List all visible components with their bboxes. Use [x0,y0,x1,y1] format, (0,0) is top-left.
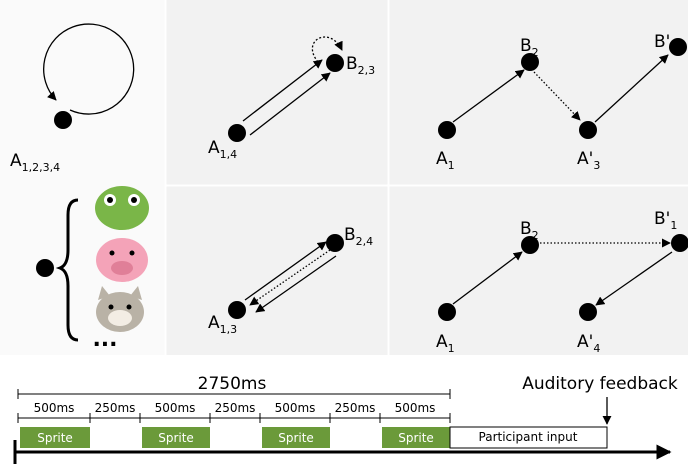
total-duration: 2750ms [198,374,267,394]
node-label: A'4 [577,332,600,355]
node-label: B2 [520,219,539,242]
segment-label: 250ms [215,401,256,415]
label-subscript: 3 [593,159,600,172]
segment-label: 500ms [155,401,196,415]
node-label: B2,4 [344,225,373,248]
nodes [36,38,688,321]
node-label: B2 [520,36,539,59]
label-base: A' [577,149,593,169]
node-label: A1,4 [208,138,237,161]
segment-label: 250ms [95,401,136,415]
segment-label: 500ms [34,401,75,415]
label-base: A [436,149,448,169]
label-base: A [208,313,220,333]
label-base: B [346,54,358,74]
node-label: A1 [436,332,455,355]
input-label: Participant input [479,430,578,444]
node-label: A1,2,3,4 [10,151,60,174]
label-subscript: 2,4 [356,235,374,248]
feedback-label: Auditory feedback [522,374,678,394]
sprite-box [262,427,330,448]
panels [166,0,688,355]
node-label: A1,3 [208,313,237,336]
sprite-box [382,427,450,448]
label-subscript: 1,3 [220,323,238,336]
node-labels: A1,2,3,4A1,4B2,3A1B2A'3B'1B2,4A1,3B2B'1A… [10,32,677,355]
label-subscript: 1,2,3,4 [22,161,60,174]
sprite-label: Sprite [278,431,314,445]
label-base: B' [654,209,670,229]
node-label: B2,3 [346,54,375,77]
label-base: B [520,36,532,56]
sprite-label: Sprite [398,431,434,445]
label-subscript: 2,3 [358,64,376,77]
animals [55,186,149,342]
label-base: B' [654,32,670,52]
label-base: A [208,138,220,158]
node-label: B'1 [654,209,677,232]
label-base: A' [577,332,593,352]
label-base: B [520,219,532,239]
sprite-box [142,427,210,448]
label-subscript: 2 [532,229,539,242]
segment-label: 500ms [395,401,436,415]
timeline: 2750ms Auditory feedback 500ms Sprite 250m… [13,374,678,464]
segment-label: 500ms [275,401,316,415]
segment-label: 250ms [335,401,376,415]
ellipsis: ... [92,327,117,352]
node-label: A'3 [577,149,600,172]
sprite-label: Sprite [158,431,194,445]
label-subscript: 1 [670,42,677,55]
arrows [43,23,673,313]
label-subscript: 1 [670,219,677,232]
sprite-box [20,427,90,448]
label-subscript: 1,4 [220,148,238,161]
label-base: A [10,151,22,171]
sprite-label: Sprite [37,431,73,445]
label-base: A [436,332,448,352]
node-label: B'1 [654,32,677,55]
label-subscript: 2 [532,46,539,59]
label-subscript: 4 [593,342,600,355]
label-subscript: 1 [448,342,455,355]
label-subscript: 1 [448,159,455,172]
node-label: A1 [436,149,455,172]
label-base: B [344,225,356,245]
